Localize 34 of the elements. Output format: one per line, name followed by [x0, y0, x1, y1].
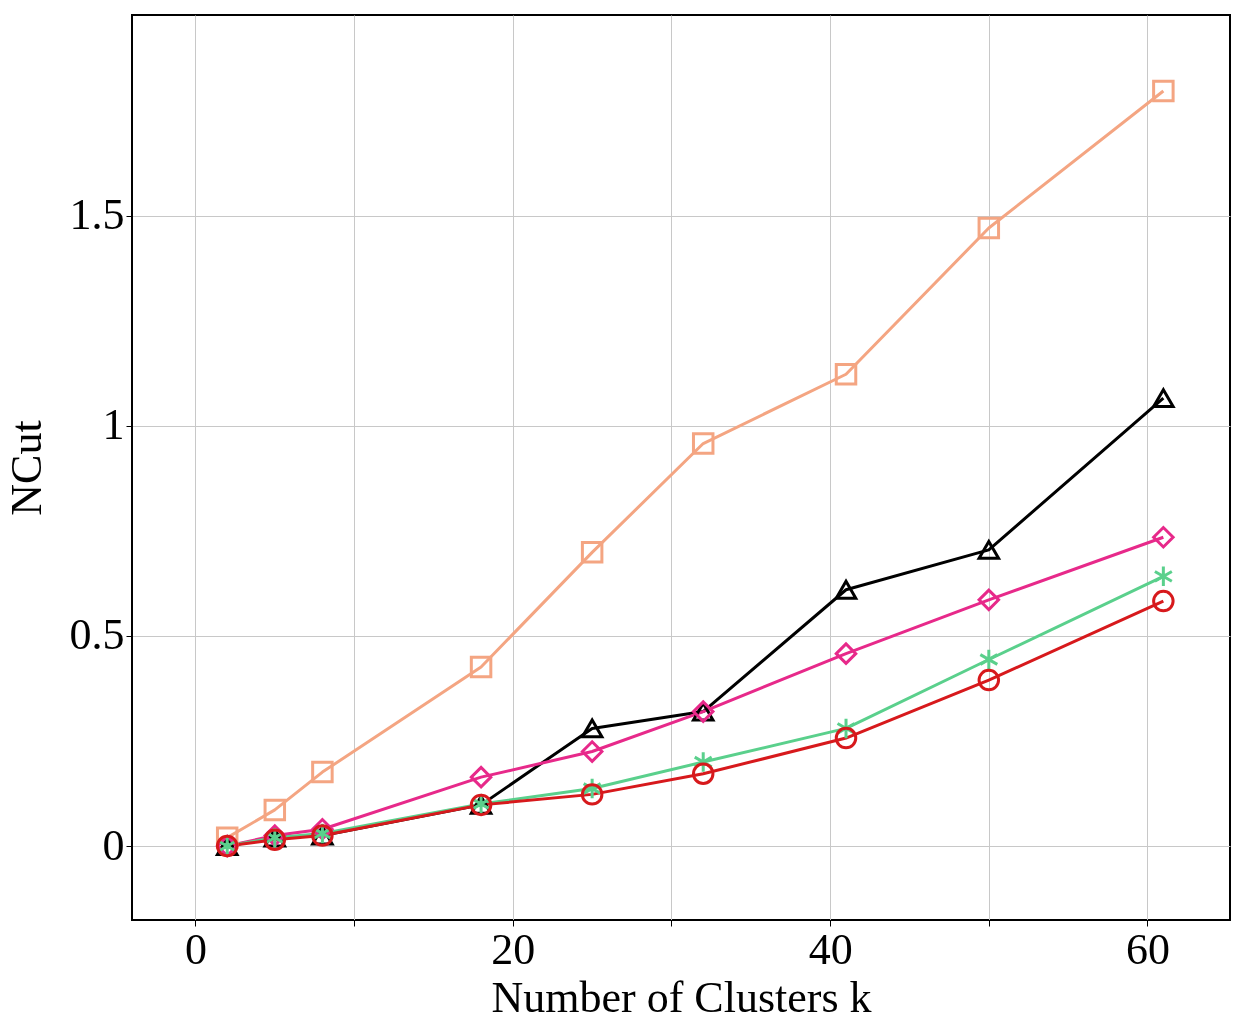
point: [469, 765, 493, 789]
point: [977, 588, 1001, 612]
x-tick-label: 0: [184, 924, 207, 974]
point: [977, 539, 1001, 560]
x-axis-title: Number of Clusters k: [491, 972, 872, 1022]
y-tick-label: 1: [102, 400, 125, 450]
x-tick-label: 20: [491, 924, 536, 974]
point: [580, 541, 604, 564]
point: [691, 762, 715, 786]
point: [580, 783, 604, 806]
point: [834, 579, 858, 600]
point: [1152, 589, 1175, 613]
point: [1153, 565, 1174, 588]
point: [1152, 79, 1175, 103]
point: [1152, 526, 1175, 549]
y-axis-title: NCut: [1, 420, 51, 516]
point: [580, 718, 604, 739]
x-tick-label: 40: [808, 924, 853, 974]
x-tick-label: 60: [1125, 924, 1170, 974]
y-tick-label: 1.5: [69, 190, 125, 240]
point: [834, 726, 858, 750]
y-tick-label: 0.5: [69, 610, 125, 660]
point: [469, 655, 493, 679]
point: [977, 216, 1001, 240]
point: [311, 760, 334, 784]
point: [1152, 388, 1175, 409]
point: [834, 642, 858, 665]
point: [977, 668, 1001, 692]
point: [580, 740, 604, 763]
point: [263, 798, 287, 822]
point: [691, 432, 715, 455]
point: [834, 362, 858, 386]
y-tick-label: 0: [102, 820, 125, 870]
point: [978, 648, 999, 671]
